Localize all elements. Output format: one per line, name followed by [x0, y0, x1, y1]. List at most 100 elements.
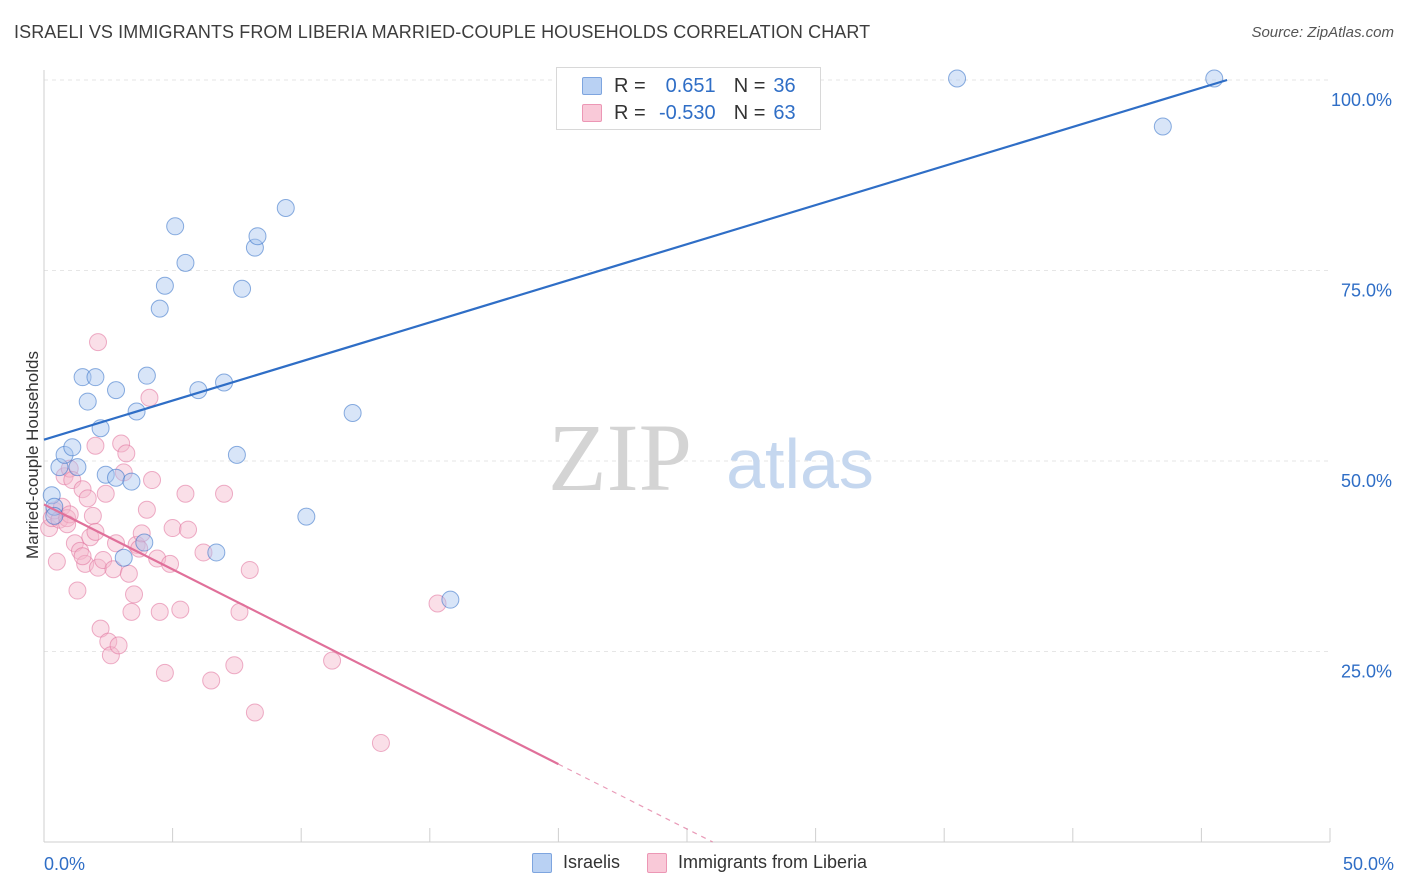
data-point-israelis	[441, 590, 460, 609]
data-point-israelis	[107, 381, 126, 400]
data-point-israelis	[248, 227, 267, 246]
tick-labels: 25.0% 50.0% 75.0% 100.0% 0.0% 50.0%	[44, 90, 1394, 874]
data-point-israelis	[150, 299, 169, 318]
data-point-israelis	[73, 368, 92, 387]
legend-r-value: 0.651	[665, 74, 716, 97]
data-point-liberia	[99, 632, 118, 651]
data-point-israelis	[68, 458, 87, 477]
watermark-atlas: atlas	[726, 425, 874, 503]
data-point-liberia	[119, 564, 138, 583]
data-point-liberia	[86, 436, 105, 455]
series-legend-liberia: Immigrants from Liberia	[647, 852, 867, 873]
data-point-israelis	[107, 468, 126, 487]
data-points	[40, 69, 1224, 752]
data-point-israelis	[122, 472, 141, 491]
legend-r-label: R =	[614, 74, 646, 97]
data-point-liberia	[83, 506, 102, 525]
data-point-liberia	[68, 581, 87, 600]
trend-line-israelis	[43, 78, 1228, 441]
data-point-liberia	[155, 663, 174, 682]
series-name: Immigrants from Liberia	[678, 852, 868, 872]
data-point-liberia	[89, 333, 108, 352]
y-tick-label: 75.0%	[1341, 281, 1392, 301]
data-point-israelis	[63, 438, 82, 457]
data-point-liberia	[215, 484, 234, 503]
data-point-liberia	[101, 646, 120, 665]
data-point-liberia	[194, 543, 213, 562]
data-point-liberia	[240, 560, 259, 579]
data-point-israelis	[343, 403, 362, 422]
data-point-israelis	[86, 368, 105, 387]
data-point-liberia	[73, 547, 92, 566]
data-point-liberia	[371, 733, 390, 752]
legend-n-value: 63	[773, 101, 796, 124]
data-point-liberia	[143, 471, 162, 490]
data-point-liberia	[47, 552, 66, 571]
series-swatch-blue	[532, 852, 552, 873]
y-tick-label: 100.0%	[1331, 90, 1392, 110]
x-tick-label-max: 50.0%	[1343, 854, 1394, 874]
data-point-israelis	[42, 486, 61, 505]
y-tick-label: 50.0%	[1341, 471, 1392, 491]
data-point-liberia	[179, 520, 198, 539]
legend-r-value: -0.530	[658, 101, 716, 124]
data-point-liberia	[225, 656, 244, 675]
data-point-liberia	[137, 500, 156, 519]
data-point-israelis	[155, 276, 174, 295]
watermark: ZIP atlas	[548, 404, 874, 511]
data-point-liberia	[96, 484, 115, 503]
data-point-israelis	[207, 543, 226, 562]
legend-swatch-pink	[582, 104, 602, 122]
x-tick-label-min: 0.0%	[44, 854, 85, 874]
series-name: Israelis	[563, 852, 621, 872]
trend-line-liberia	[43, 503, 559, 766]
data-point-liberia	[245, 703, 264, 722]
data-point-israelis	[233, 279, 252, 298]
data-point-israelis	[297, 507, 316, 526]
data-point-liberia	[140, 388, 159, 407]
data-point-liberia	[323, 651, 342, 670]
gridlines	[44, 79, 1330, 652]
legend-n-value: 36	[773, 74, 796, 97]
data-point-liberia	[125, 585, 144, 604]
y-tick-label: 25.0%	[1341, 662, 1392, 682]
legend-n-label: N =	[733, 74, 766, 97]
data-point-liberia	[176, 484, 195, 503]
axes	[43, 70, 1331, 843]
trend-lines	[43, 78, 1228, 843]
series-swatch-pink	[647, 852, 668, 873]
legend-swatch-blue	[582, 77, 602, 95]
series-legend: Israelis Immigrants from Liberia	[532, 852, 894, 873]
data-point-israelis	[55, 445, 74, 464]
data-point-liberia	[73, 480, 92, 499]
data-point-liberia	[86, 522, 105, 541]
data-point-liberia	[202, 671, 221, 690]
data-point-israelis	[137, 366, 156, 385]
data-point-liberia	[112, 434, 131, 453]
data-point-israelis	[78, 392, 97, 411]
chart-title: ISRAELI VS IMMIGRANTS FROM LIBERIA MARRI…	[14, 22, 871, 42]
watermark-zip: ZIP	[548, 404, 692, 511]
data-point-israelis	[114, 548, 133, 567]
legend-r-label: R =	[614, 101, 646, 124]
data-point-israelis	[276, 199, 295, 218]
data-point-liberia	[150, 602, 169, 621]
data-point-israelis	[245, 238, 264, 257]
data-point-israelis	[227, 445, 246, 464]
data-point-liberia	[94, 551, 113, 570]
data-point-israelis	[96, 465, 115, 484]
data-point-israelis	[948, 69, 967, 88]
legend-n-label: N =	[733, 101, 766, 124]
data-point-liberia	[122, 602, 141, 621]
legend-row-liberia: R = -0.530 N = 63	[582, 100, 796, 126]
data-point-liberia	[78, 489, 97, 508]
data-point-israelis	[50, 458, 69, 477]
source-credit: Source: ZipAtlas.com	[1251, 24, 1394, 41]
trend-line-liberia-extension	[558, 763, 713, 843]
data-point-israelis	[166, 217, 185, 236]
correlation-legend: R = 0.651 N = 36 R = -0.530 N = 63	[556, 67, 821, 130]
series-legend-israelis: Israelis	[532, 852, 620, 873]
data-point-liberia	[163, 519, 182, 538]
legend-row-israelis: R = 0.651 N = 36	[582, 73, 796, 99]
